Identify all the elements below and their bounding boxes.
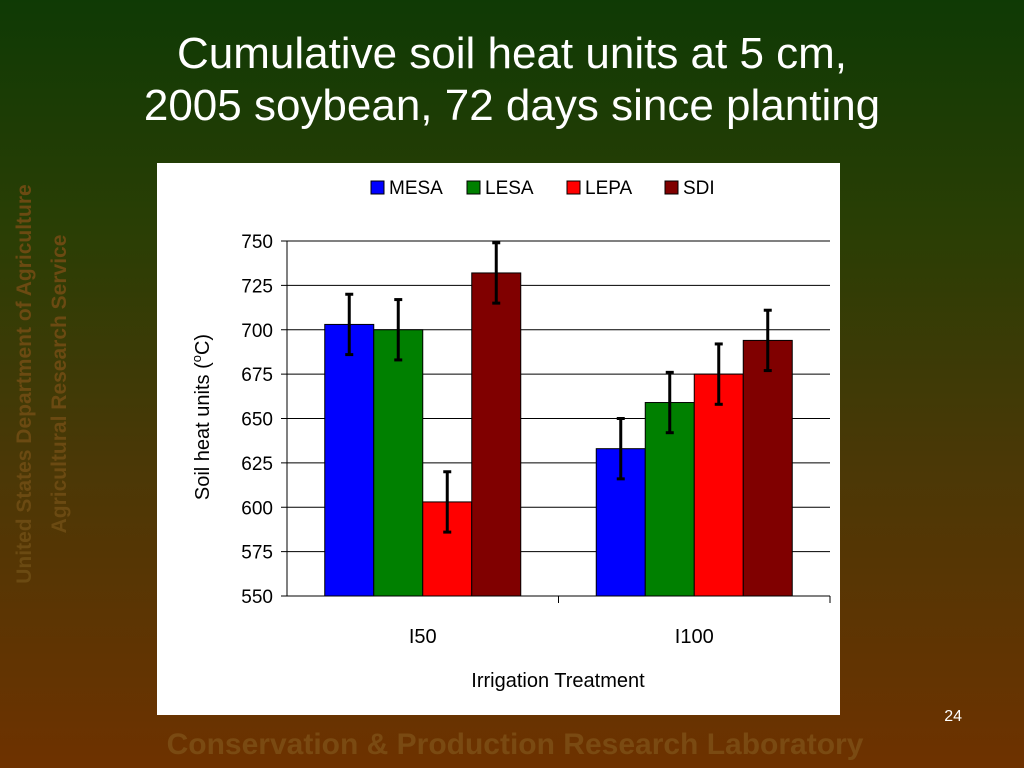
ars-watermark: Agricultural Research Service (48, 234, 71, 534)
y-tick-label: 750 (241, 232, 273, 253)
title-line-1: Cumulative soil heat units at 5 cm, (176, 29, 848, 78)
y-tick-label: 650 (241, 410, 273, 431)
y-tick-label: 600 (241, 498, 273, 519)
legend-swatch-sdi (664, 180, 679, 195)
x-tick-label: I100 (675, 626, 714, 648)
legend: MESA LESA LEPA SDI (370, 178, 715, 199)
legend-swatch-mesa (370, 180, 385, 195)
legend-swatch-lepa (566, 180, 581, 195)
y-axis-title-degree: o (189, 355, 204, 362)
bar-chart: MESA LESA LEPA SDI 550 575 600 625 650 675 700 725… (189, 178, 831, 692)
y-axis-title: Soil heat units (oC) (189, 334, 214, 500)
y-tick-label: 625 (241, 454, 273, 475)
y-tick-label: 700 (241, 321, 273, 342)
bar-lepa-i100 (693, 373, 744, 597)
y-tick-label: 725 (241, 276, 273, 297)
slide-title: Cumulative soil heat units at 5 cm, 2005… (40, 28, 984, 132)
title-line-2: 2005 soybean, 72 days since planting (143, 81, 881, 130)
y-axis-title-suffix: C) (192, 334, 214, 355)
legend-label-lepa: LEPA (585, 178, 633, 199)
legend-label-lesa: LESA (485, 178, 534, 199)
bar-sdi-i50 (471, 272, 522, 597)
legend-label-mesa: MESA (389, 178, 443, 199)
x-tick-label: I50 (409, 626, 437, 648)
bar-mesa-i50 (324, 323, 375, 597)
bar-sdi-i100 (742, 339, 793, 597)
y-tick-label: 675 (241, 365, 273, 386)
bars (324, 241, 793, 597)
y-tick-label: 550 (241, 587, 273, 608)
axes: 550 575 600 625 650 675 700 725 750 I50 I100 (241, 232, 831, 648)
chart-panel: MESA LESA LEPA SDI 550 575 600 625 650 675 700 725… (157, 163, 840, 715)
bar-lesa-i50 (373, 329, 424, 597)
y-tick-label: 575 (241, 543, 273, 564)
footer-lab-name: Conservation & Production Research Labor… (166, 728, 864, 761)
legend-swatch-lesa (466, 180, 481, 195)
x-axis-title: Irrigation Treatment (471, 670, 645, 692)
y-axis-title-prefix: Soil heat units ( (192, 362, 214, 500)
page-number: 24 (944, 708, 962, 725)
legend-label-sdi: SDI (683, 178, 715, 199)
usda-watermark: United States Department of Agriculture (13, 184, 36, 584)
